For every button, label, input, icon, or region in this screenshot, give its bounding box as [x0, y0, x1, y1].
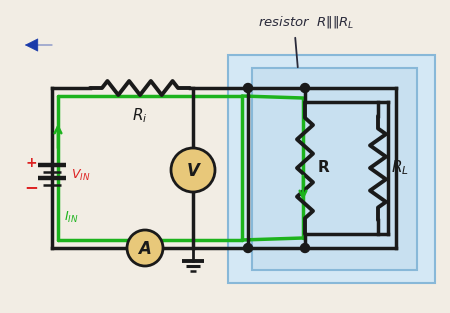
Text: R: R — [318, 161, 330, 176]
Text: $R_i$: $R_i$ — [132, 106, 148, 125]
Text: $I_{IN}$: $I_{IN}$ — [64, 209, 79, 224]
Text: A: A — [139, 240, 152, 258]
Circle shape — [127, 230, 163, 266]
Text: $R_L$: $R_L$ — [391, 159, 409, 177]
FancyBboxPatch shape — [252, 68, 417, 270]
Circle shape — [243, 244, 252, 253]
Circle shape — [243, 84, 252, 93]
Circle shape — [301, 244, 310, 253]
Text: +: + — [25, 156, 37, 170]
Circle shape — [301, 84, 310, 93]
Text: −: − — [24, 178, 38, 196]
Text: $V_{IN}$: $V_{IN}$ — [71, 167, 90, 182]
Text: V: V — [187, 162, 199, 180]
Circle shape — [171, 148, 215, 192]
FancyBboxPatch shape — [228, 55, 435, 283]
Text: resistor  $R\|\|R_L$: resistor $R\|\|R_L$ — [258, 14, 355, 30]
